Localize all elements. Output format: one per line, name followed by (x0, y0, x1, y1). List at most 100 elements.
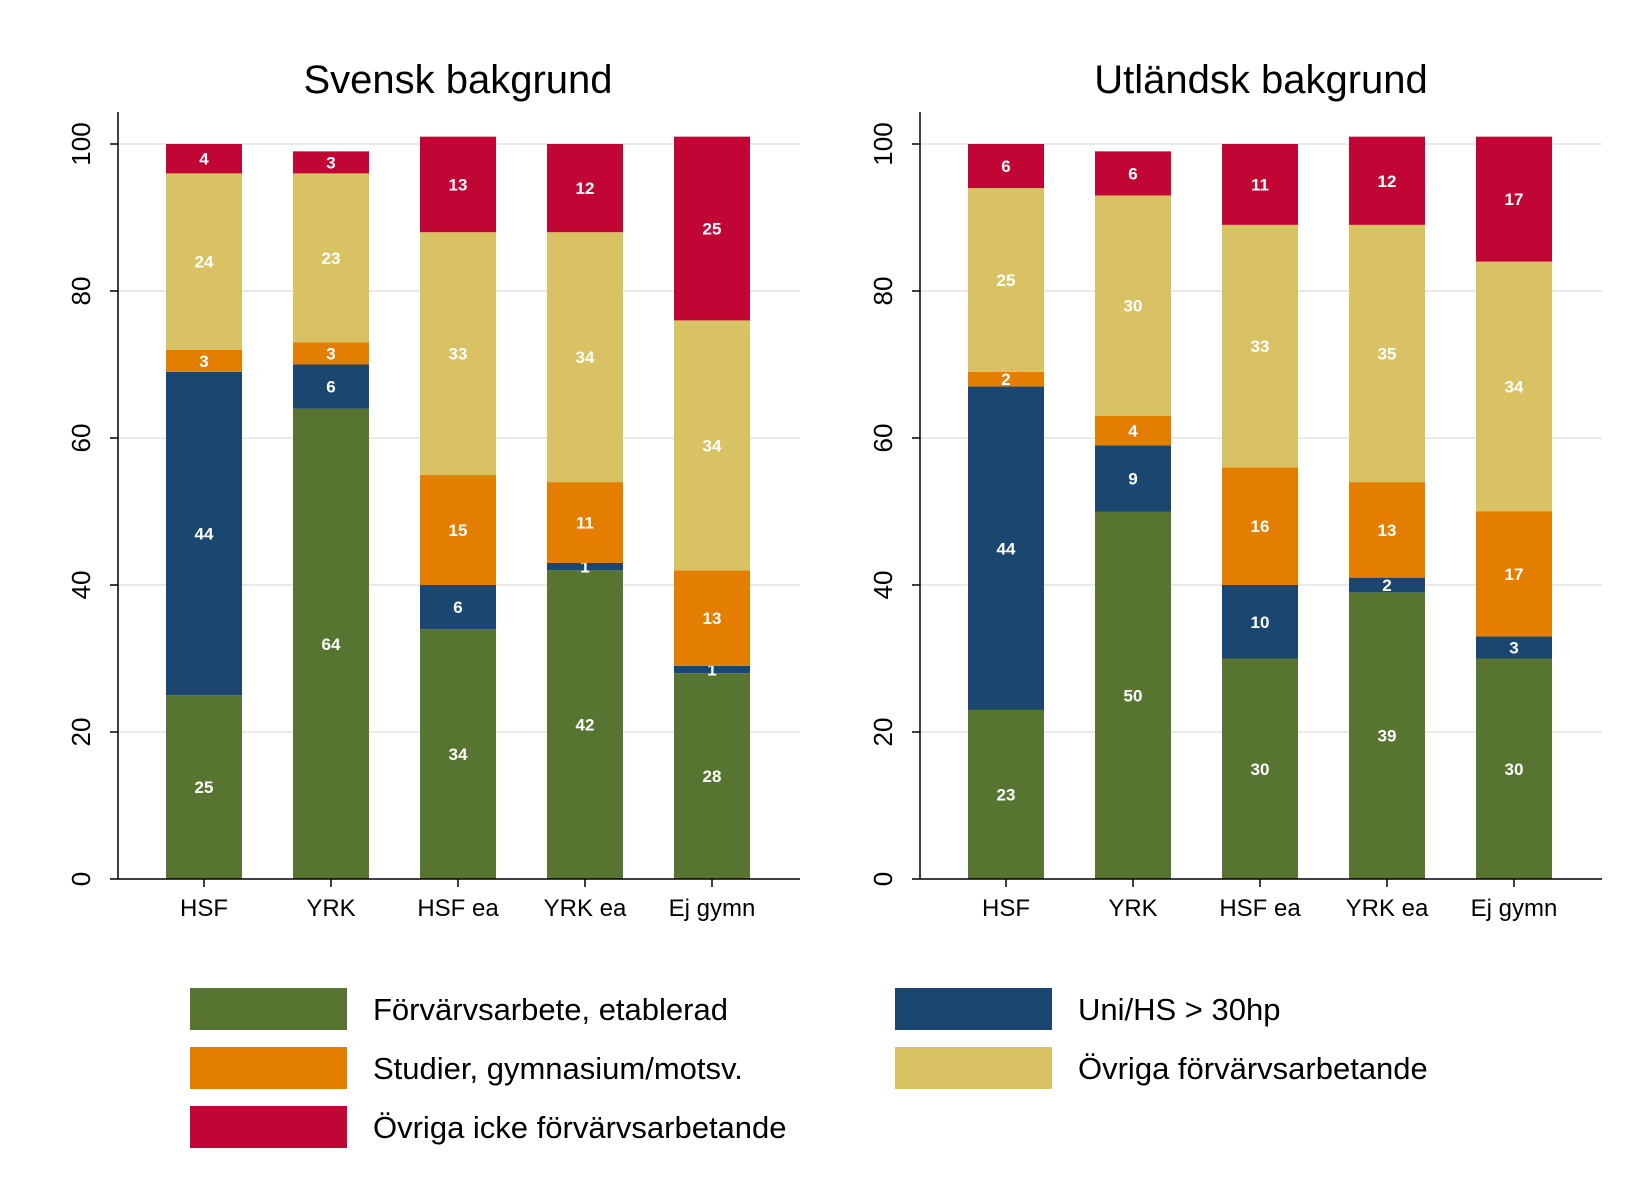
data-label: 34 (576, 348, 595, 367)
data-label: 23 (997, 785, 1016, 804)
x-tick-label: HSF (180, 895, 228, 922)
bar-segment (1095, 415, 1171, 446)
y-tick-label: 80 (66, 277, 96, 306)
data-label: 28 (703, 767, 722, 786)
legend-item: Övriga icke förvärvsarbetande (190, 1106, 787, 1148)
bar-segment (547, 570, 623, 879)
bar-segment (1349, 592, 1425, 879)
legend-label: Studier, gymnasium/motsv. (373, 1051, 743, 1086)
data-label: 34 (703, 436, 722, 455)
bar-segment (1222, 224, 1298, 468)
bar-segment (1095, 195, 1171, 416)
data-label: 3 (326, 153, 335, 172)
data-label: 3 (1509, 638, 1518, 657)
data-label: 2 (1382, 576, 1391, 595)
chart-panel-2: Utländsk bakgrund02040608010023442256HSF… (868, 58, 1602, 922)
y-tick-label: 100 (868, 122, 898, 165)
data-label: 11 (1251, 175, 1269, 194)
data-label: 17 (1505, 190, 1524, 209)
bar-segment (1222, 467, 1298, 585)
bar-segment (166, 349, 242, 372)
legend-label: Övriga förvärvsarbetande (1078, 1051, 1428, 1086)
y-tick-label: 80 (868, 277, 898, 306)
bar-segment (293, 364, 369, 409)
data-label: 2 (1001, 370, 1010, 389)
data-label: 6 (1001, 157, 1010, 176)
legend-item: Övriga förvärvsarbetande (895, 1047, 1428, 1089)
data-label: 34 (449, 745, 468, 764)
bar-segment (1476, 261, 1552, 512)
bar-segment (293, 151, 369, 174)
bar-segment (1222, 658, 1298, 879)
x-tick-label: YRK (306, 895, 355, 922)
y-tick-label: 20 (868, 718, 898, 747)
bar-segment (547, 232, 623, 483)
bar-segment (674, 673, 750, 879)
data-label: 3 (199, 352, 208, 371)
data-label: 39 (1378, 727, 1397, 746)
bar-segment (547, 482, 623, 563)
x-tick-label: HSF (982, 895, 1030, 922)
bar-segment (293, 342, 369, 365)
data-label: 50 (1124, 686, 1143, 705)
y-tick-label: 40 (868, 571, 898, 600)
bar-segment (968, 188, 1044, 372)
bar-segment (1222, 585, 1298, 659)
data-label: 4 (1128, 422, 1138, 441)
data-label: 30 (1124, 297, 1143, 316)
data-label: 11 (576, 514, 594, 533)
data-label: 30 (1251, 760, 1270, 779)
chart-title: Utländsk bakgrund (1094, 58, 1428, 102)
bar-segment (166, 173, 242, 350)
data-label: 1 (707, 661, 716, 680)
legend-label: Övriga icke förvärvsarbetande (373, 1110, 787, 1145)
chart-title: Svensk bakgrund (303, 58, 612, 102)
bar-segment (1095, 151, 1171, 196)
bar-segment (293, 173, 369, 343)
bar-segment (1095, 511, 1171, 879)
bar-segment (968, 144, 1044, 189)
legend-item: Förvärvsarbete, etablerad (190, 988, 728, 1030)
legend-item: Studier, gymnasium/motsv. (190, 1047, 743, 1089)
data-label: 1 (580, 558, 589, 577)
bar-segment (1349, 136, 1425, 225)
y-tick-label: 40 (66, 571, 96, 600)
bar-segment (968, 709, 1044, 879)
bar-segment (166, 695, 242, 879)
legend-label: Uni/HS > 30hp (1078, 992, 1280, 1027)
legend-swatch (190, 1106, 347, 1148)
bar-segment (420, 474, 496, 585)
data-label: 30 (1505, 760, 1524, 779)
legend-item: Uni/HS > 30hp (895, 988, 1280, 1030)
data-label: 35 (1378, 344, 1397, 363)
data-label: 44 (997, 539, 1016, 558)
bar-segment (1349, 482, 1425, 578)
bar-segment (1476, 658, 1552, 879)
x-tick-label: HSF ea (417, 895, 499, 922)
legend-swatch (190, 1047, 347, 1089)
x-tick-label: Ej gymn (669, 895, 756, 922)
data-label: 24 (195, 253, 214, 272)
data-label: 64 (322, 635, 341, 654)
data-label: 6 (1128, 164, 1137, 183)
legend-swatch (190, 988, 347, 1030)
legend-swatch (895, 988, 1052, 1030)
bar-segment (674, 570, 750, 666)
bar-segment (968, 371, 1044, 387)
bar-segment (547, 562, 623, 571)
data-label: 12 (576, 179, 595, 198)
x-tick-label: YRK (1108, 895, 1157, 922)
data-label: 6 (326, 378, 335, 397)
y-tick-label: 60 (868, 424, 898, 453)
legend-swatch (895, 1047, 1052, 1089)
data-label: 44 (195, 525, 214, 544)
bar-segment (1222, 144, 1298, 225)
legend: Förvärvsarbete, etablerad Uni/HS > 30hp St… (190, 988, 1428, 1148)
bar-segment (674, 320, 750, 571)
data-label: 4 (199, 150, 209, 169)
x-tick-label: HSF ea (1219, 895, 1301, 922)
data-label: 34 (1505, 378, 1524, 397)
bar-segment (968, 386, 1044, 710)
bar-segment (293, 408, 369, 879)
